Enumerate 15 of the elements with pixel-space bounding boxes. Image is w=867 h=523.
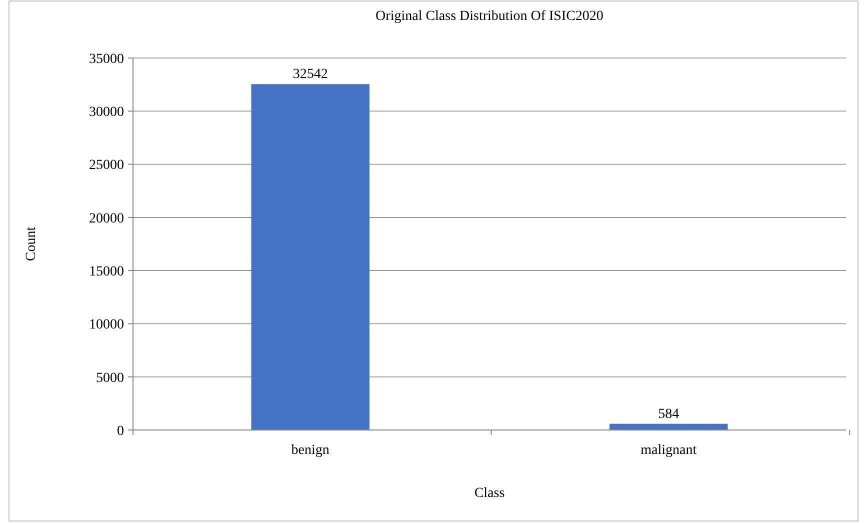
x-axis-title: Class: [474, 486, 505, 501]
chart-title: Original Class Distribution Of ISIC2020: [376, 9, 604, 24]
y-tick-label: 10000: [89, 318, 124, 333]
y-tick-label: 0: [117, 424, 124, 439]
y-tick-label: 25000: [89, 158, 124, 174]
y-tick-label: 5000: [96, 370, 124, 386]
data-label: 32542: [292, 67, 328, 82]
x-tick-label: benign: [291, 443, 330, 458]
y-tick-label: 35000: [89, 52, 124, 67]
y-axis-title: Count: [24, 226, 39, 262]
x-tick-label: malignant: [640, 443, 697, 458]
y-tick-label: 30000: [89, 105, 124, 120]
data-label: 584: [658, 406, 680, 422]
y-tick-label: 20000: [89, 211, 124, 226]
y-tick-label: 15000: [89, 264, 124, 280]
